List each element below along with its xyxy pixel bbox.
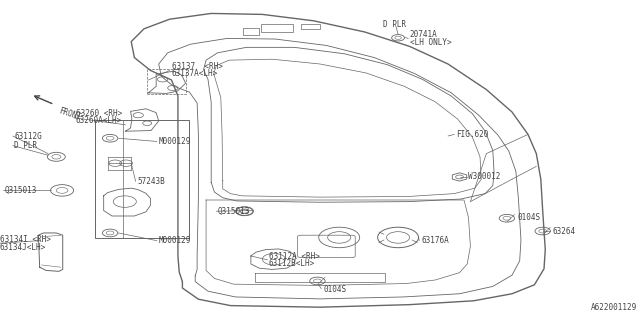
Bar [261,24,293,32]
Bar [301,24,320,29]
Text: 63112B<LH>: 63112B<LH> [269,260,315,268]
Text: D PLR: D PLR [383,20,406,28]
Text: 63134I <RH>: 63134I <RH> [0,236,51,244]
Bar [147,69,186,94]
Text: Q315013: Q315013 [218,207,250,216]
Text: 63137  <RH>: 63137 <RH> [172,62,222,71]
Text: 57243B: 57243B [138,177,165,186]
Text: 63176A: 63176A [421,236,449,245]
Text: 63264: 63264 [552,227,575,236]
Text: D PLR: D PLR [14,141,37,150]
Text: Q315013: Q315013 [5,186,38,195]
Text: M000129: M000129 [159,236,191,245]
Text: <LH ONLY>: <LH ONLY> [410,38,451,47]
Text: 20741A: 20741A [410,30,437,39]
Text: 63134J<LH>: 63134J<LH> [0,243,46,252]
Text: FIG.620: FIG.620 [456,130,488,139]
Text: 63260 <RH>: 63260 <RH> [76,109,122,118]
Text: 63260A<LH>: 63260A<LH> [76,116,122,125]
Text: A622001129: A622001129 [591,303,637,312]
Text: M000129: M000129 [159,137,191,146]
Text: 0104S: 0104S [323,285,346,294]
Bar [95,120,189,238]
Text: 63137A<LH>: 63137A<LH> [172,69,218,78]
Text: 63112A <RH>: 63112A <RH> [269,252,319,261]
Text: W300012: W300012 [468,172,501,181]
Text: 63112G: 63112G [14,132,42,140]
Text: 0104S: 0104S [517,213,540,222]
Text: FRONT: FRONT [58,106,83,122]
